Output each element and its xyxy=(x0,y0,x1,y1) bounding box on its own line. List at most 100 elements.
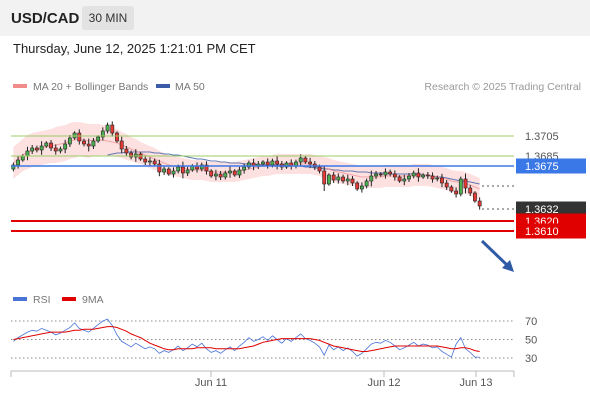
candle-body xyxy=(82,140,86,145)
candle-body xyxy=(341,176,345,182)
candle-body xyxy=(411,172,416,177)
candle-body xyxy=(444,182,449,188)
forecast-arrow-icon xyxy=(480,239,514,272)
candle-body xyxy=(20,155,25,161)
rsi-ma-legend-label: 9MA xyxy=(82,294,104,306)
rsi-tick-70: 70 xyxy=(525,316,537,328)
candle-body xyxy=(53,147,58,152)
candle-body xyxy=(181,166,185,174)
candle-body xyxy=(119,140,124,150)
candle-body xyxy=(468,187,473,194)
candle-body xyxy=(25,150,30,157)
candle-body xyxy=(463,178,468,189)
candle-body xyxy=(454,190,458,195)
candle-body xyxy=(67,137,72,145)
rsi-line xyxy=(13,318,480,358)
rsi-legend-label: RSI xyxy=(33,294,51,306)
candle-body xyxy=(143,158,148,163)
research-credit: Research © 2025 Trading Central xyxy=(424,81,581,93)
candle-body xyxy=(152,160,157,165)
candle-body xyxy=(317,166,322,172)
candle-body xyxy=(77,132,82,142)
candle-body xyxy=(331,174,336,181)
rsi-tick-50: 50 xyxy=(525,335,537,347)
symbol-title: USD/CAD xyxy=(11,10,80,27)
candle-body xyxy=(430,175,435,180)
candle-body xyxy=(96,136,101,142)
candle-body xyxy=(359,185,364,190)
candle-body xyxy=(355,182,360,190)
candle-body xyxy=(397,176,402,182)
candle-body xyxy=(270,160,275,166)
datetime-label: Thursday, June 12, 2025 1:21:01 PM CET xyxy=(13,41,256,56)
candle-body xyxy=(218,173,223,178)
rsi-legend-swatch xyxy=(13,297,27,301)
candle-body xyxy=(58,148,63,152)
candle-body xyxy=(392,173,397,178)
candle-body xyxy=(435,177,440,180)
candle-body xyxy=(124,148,129,154)
candle-body xyxy=(378,173,383,176)
candle-body xyxy=(171,170,176,175)
candle-body xyxy=(166,168,171,175)
candle-body xyxy=(91,140,96,147)
candle-body xyxy=(44,142,49,147)
rsi-ma-line xyxy=(13,326,480,352)
candle-body xyxy=(284,162,289,168)
candle-body xyxy=(416,172,421,178)
candle-body xyxy=(148,160,152,163)
ma20-legend-swatch xyxy=(13,84,27,88)
ma50-legend-swatch xyxy=(156,84,170,88)
candle-body xyxy=(298,157,303,163)
candle-body xyxy=(11,164,16,170)
level-label-1.3632: 1.3632 xyxy=(525,204,559,216)
rsi-ma-legend-swatch xyxy=(62,297,76,301)
candle-body xyxy=(336,176,341,181)
bollinger-band xyxy=(13,122,480,200)
candle-body xyxy=(275,160,280,165)
candle-body xyxy=(421,174,426,178)
level-lines xyxy=(11,135,514,232)
level-tag-1.3632 xyxy=(516,201,586,217)
candle-body xyxy=(449,186,454,192)
candle-body xyxy=(86,143,91,147)
level-label-1.3675: 1.3675 xyxy=(525,161,559,173)
candle-body xyxy=(100,130,105,138)
candle-body xyxy=(308,161,312,165)
candle-body xyxy=(265,161,270,166)
level-tag-1.3610 xyxy=(516,223,586,239)
candle-body xyxy=(303,157,308,163)
candle-body xyxy=(223,172,228,178)
candle-body xyxy=(369,175,374,182)
candle-body xyxy=(209,170,214,177)
x-axis-ticks: Jun 11 Jun 12 Jun 13 xyxy=(10,371,515,389)
candle-body xyxy=(162,168,166,173)
candle-body xyxy=(199,164,204,170)
candle-body xyxy=(458,178,463,195)
candle-body xyxy=(63,143,68,150)
candle-body xyxy=(49,142,53,149)
candle-body xyxy=(383,171,388,176)
candle-body xyxy=(407,175,411,180)
candle-body xyxy=(425,174,430,177)
candle-body xyxy=(402,178,407,182)
candle-body xyxy=(228,170,232,174)
x-tick-label: Jun 11 xyxy=(195,377,227,389)
candle-body xyxy=(35,147,39,151)
candle-body xyxy=(364,180,369,187)
candle-body xyxy=(115,132,119,142)
interval-button[interactable]: 30 MIN xyxy=(82,6,134,30)
candle-body xyxy=(388,171,393,175)
candle-body xyxy=(16,159,20,166)
candle-body xyxy=(242,166,247,171)
ma50-legend-label: MA 50 xyxy=(175,81,205,93)
candle-body xyxy=(232,170,237,176)
ma20-legend-label: MA 20 + Bollinger Bands xyxy=(33,81,148,93)
candle-body xyxy=(185,169,190,174)
candle-body xyxy=(261,161,265,165)
x-tick-label: Jun 13 xyxy=(459,377,492,389)
header-bar: USD/CAD 30 MIN xyxy=(0,0,590,36)
x-tick-label: Jun 12 xyxy=(367,377,400,389)
level-tag-1.3675 xyxy=(516,158,586,174)
